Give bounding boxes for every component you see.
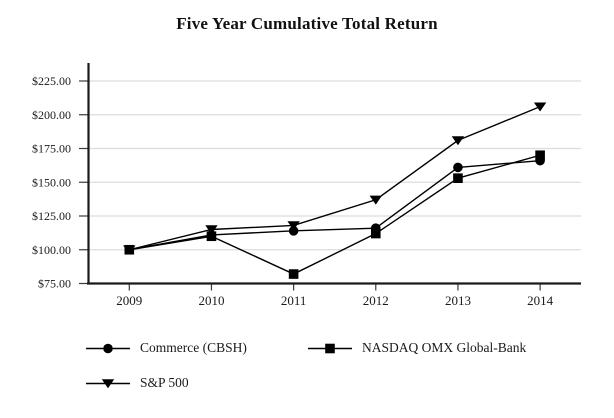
svg-text:$75.00: $75.00 xyxy=(38,277,71,291)
svg-text:$175.00: $175.00 xyxy=(32,142,71,156)
legend-label-sp500: S&P 500 xyxy=(140,375,189,390)
svg-text:$200.00: $200.00 xyxy=(32,108,71,122)
legend-item-sp500: S&P 500 xyxy=(85,375,307,391)
legend-item-commerce: Commerce (CBSH) xyxy=(85,340,307,356)
svg-text:2012: 2012 xyxy=(363,293,389,308)
triangle-down-marker-icon xyxy=(86,378,130,388)
svg-text:2009: 2009 xyxy=(116,293,142,308)
square-marker-icon xyxy=(308,343,352,353)
legend-label-commerce: Commerce (CBSH) xyxy=(140,340,247,355)
circle-marker-icon xyxy=(86,343,130,353)
chart-title: Five Year Cumulative Total Return xyxy=(176,14,438,33)
svg-text:2011: 2011 xyxy=(281,293,307,308)
svg-text:$150.00: $150.00 xyxy=(32,175,71,189)
svg-text:2013: 2013 xyxy=(445,293,471,308)
svg-text:$225.00: $225.00 xyxy=(32,74,71,88)
legend-label-nasdaq: NASDAQ OMX Global-Bank xyxy=(362,340,527,355)
svg-text:2014: 2014 xyxy=(527,293,554,308)
svg-text:2010: 2010 xyxy=(198,293,224,308)
legend-item-nasdaq: NASDAQ OMX Global-Bank xyxy=(307,340,526,356)
chart-legend: Commerce (CBSH) NASDAQ OMX Global-Bank S… xyxy=(85,340,526,391)
svg-text:$125.00: $125.00 xyxy=(32,209,71,223)
svg-text:$100.00: $100.00 xyxy=(32,243,71,257)
